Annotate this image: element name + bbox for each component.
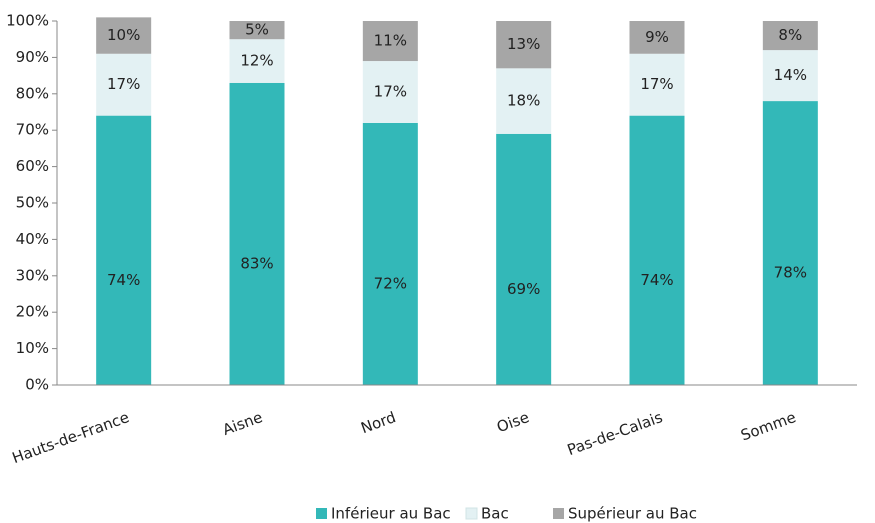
x-tick-label: Pas-de-Calais [565,408,665,459]
y-tick-label: 70% [16,121,49,139]
bar-segment [362,21,418,62]
data-label: 8% [778,26,802,44]
data-label: 17% [640,75,673,93]
bar-segment [229,39,285,83]
legend-swatch [316,508,327,519]
y-tick-label: 50% [16,194,49,212]
bar-segment [229,21,285,40]
bar-segment [762,101,818,385]
data-label: 12% [240,52,273,70]
data-label: 17% [107,75,140,93]
legend-swatch [553,508,564,519]
y-tick-label: 60% [16,157,49,175]
bar-segment [362,122,418,386]
bar-segment [629,115,685,385]
legend-label: Inférieur au Bac [331,505,451,523]
y-tick-label: 80% [16,84,49,102]
data-label: 78% [774,264,807,282]
data-label: 74% [640,271,673,289]
data-label: 83% [240,254,273,272]
data-label: 72% [374,274,407,292]
data-label: 11% [374,32,407,50]
bar-segment [629,21,685,54]
data-label: 74% [107,271,140,289]
bar-segment [629,53,685,116]
x-tick-label: Nord [358,408,398,437]
bar-segment [96,115,152,385]
y-tick-label: 10% [16,339,49,357]
bar-segment [762,50,818,102]
data-label: 9% [645,28,669,46]
bar-segment [229,82,285,385]
data-label: 69% [507,280,540,298]
bar-segment [496,68,552,134]
y-tick-label: 90% [16,48,49,66]
x-tick-label: Oise [494,408,531,436]
x-tick-label: Aisne [220,408,265,439]
bar-segment [496,133,552,385]
data-label: 14% [774,66,807,84]
legend-label: Bac [481,505,509,523]
y-tick-label: 20% [16,303,49,321]
y-tick-label: 40% [16,230,49,248]
data-label: 13% [507,35,540,53]
data-label: 17% [374,82,407,100]
x-tick-label: Hauts-de-France [10,408,132,467]
bar-segment [496,21,552,69]
x-tick-label: Somme [738,408,798,444]
legend-label: Supérieur au Bac [568,505,697,523]
data-label: 10% [107,26,140,44]
bar-segment [96,17,152,54]
data-label: 18% [507,92,540,110]
legend-swatch [465,507,478,520]
data-label: 5% [245,21,269,39]
bar-segment [96,53,152,116]
y-tick-label: 0% [25,376,49,394]
y-tick-label: 100% [6,12,49,30]
bar-segment [362,61,418,123]
y-tick-label: 30% [16,266,49,284]
bar-segment [762,21,818,51]
